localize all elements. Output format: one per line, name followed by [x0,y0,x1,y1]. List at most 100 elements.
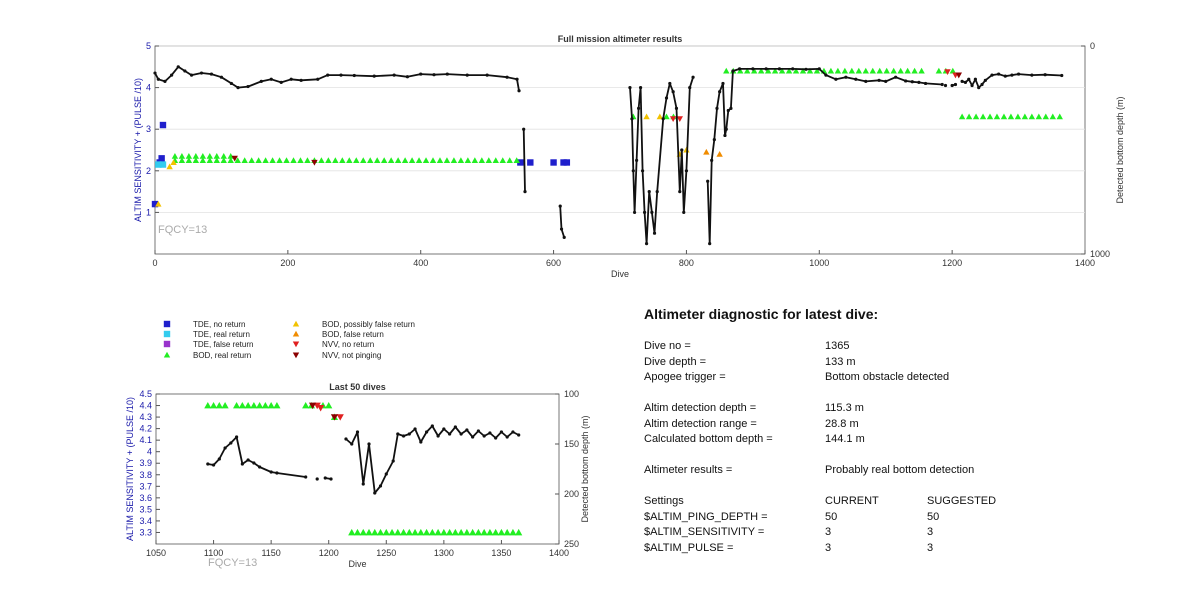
y-axis-label: ALTIM SENSITIVITY + (PULSE /10) [125,397,135,541]
depth-point [494,436,498,440]
data-marker [750,67,758,74]
depth-point [635,158,639,162]
depth-point [170,73,174,77]
data-marker [450,157,458,163]
depth-point [505,75,509,79]
data-marker [480,528,488,536]
data-marker [353,528,362,536]
data-marker [171,153,179,159]
depth-point [183,69,187,73]
depth-point [405,75,410,79]
apogee-value: Bottom obstacle detected [825,371,950,383]
data-marker [1028,113,1036,120]
data-marker [663,113,670,120]
legend-marker [292,330,300,337]
data-marker [474,528,482,536]
depth-point [269,470,273,474]
depth-point [367,442,371,446]
depth-point [970,83,974,88]
fqcy-annotation: FQCY=13 [158,224,207,236]
data-marker [339,157,346,163]
depth-point [631,169,635,173]
y-tick-label: 4.5 [139,389,152,399]
data-marker [405,528,413,536]
data-marker [262,157,269,163]
data-marker [785,67,793,74]
data-marker [401,157,409,163]
depth-point [315,477,319,481]
data-marker [986,113,994,120]
depth-point [355,430,360,434]
depth-point [894,75,898,79]
data-marker [799,67,807,74]
legend-label: NVV, not pinging [322,351,381,360]
data-marker [451,528,459,536]
data-marker [949,67,957,74]
depth-point [229,441,233,445]
y-tick-label: 3.6 [139,493,152,503]
depth-point [235,435,239,439]
data-marker [348,528,356,536]
data-marker [185,153,193,159]
depth-point [943,83,948,88]
legend-marker [292,320,300,327]
y-tick-label: 3.3 [139,527,152,537]
depth-point [1060,73,1064,78]
depth-point [640,169,645,173]
depth-point [522,127,526,131]
legend-label: BOD, real return [193,351,251,360]
data-marker [911,67,918,74]
data-marker [958,113,966,120]
data-marker [308,402,317,410]
data-marker [457,528,465,536]
data-marker [408,157,416,163]
data-marker [656,113,664,120]
data-marker [428,528,436,536]
depth-point [650,210,654,214]
depth-point [718,90,722,94]
depth-point [977,86,981,90]
data-marker [417,528,425,536]
data-marker [359,528,367,536]
depth-point [413,427,417,431]
x-tick-label: 1100 [204,548,223,558]
data-marker [485,157,493,163]
depth-point [655,190,659,194]
depth-point [940,82,944,87]
chart-title: Full mission altimeter results [558,34,683,44]
data-marker [716,150,723,157]
setting-name: $ALTIM_PING_DEPTH = [644,510,768,523]
data-marker [469,528,477,536]
data-marker [151,200,159,208]
data-marker [267,401,275,409]
data-marker [213,157,220,163]
depth-point [668,81,672,86]
depth-point [691,75,695,79]
y-axis-label: ALTIM SENSITIVITY + (PULSE /10) [133,78,143,222]
depth-point [715,106,719,110]
settings-label: Settings [644,495,684,507]
depth-point [1043,73,1047,77]
data-marker [234,157,241,163]
depth-point [884,79,888,83]
depth-point [189,73,194,77]
setting-current: 3 [825,526,832,538]
data-marker [486,528,494,536]
data-marker [256,401,264,409]
data-marker [227,153,234,159]
x-tick-label: 1150 [261,548,280,558]
data-marker [178,157,186,163]
depth-point [329,477,333,481]
data-marker [155,161,162,168]
y2-tick-label: 100 [564,389,579,399]
depth-point [163,79,167,83]
data-marker [883,67,890,74]
depth-point [352,73,356,78]
data-marker [965,113,973,120]
setting-name: $ALTIM_PULSE = [644,541,734,554]
depth-point [465,73,469,77]
data-marker [376,528,385,536]
data-marker [330,414,339,421]
x-tick-label: 1250 [376,548,396,558]
data-marker [170,159,177,166]
